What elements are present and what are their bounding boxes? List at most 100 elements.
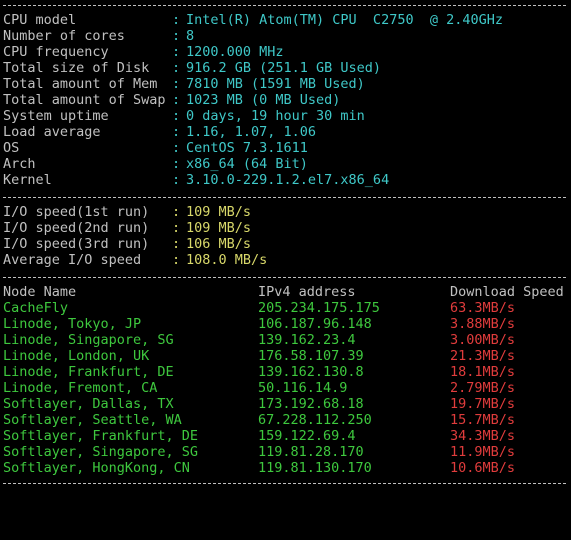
sysinfo-value: Intel(R) Atom(TM) CPU C2750 @ 2.40GHz: [186, 12, 503, 28]
separator-bottom: [3, 483, 566, 484]
table-row: Linode, London, UK 176.58.107.39 21.3MB/…: [0, 348, 515, 364]
sysinfo-row-swap: Total amount of Swap : 1023 MB (0 MB Use…: [0, 92, 340, 108]
node-name: Linode, Frankfurt, DE: [3, 364, 174, 380]
table-row: Linode, Tokyo, JP 106.187.96.148 3.88MB/…: [0, 316, 515, 332]
download-speed: 15.7MB/s: [450, 412, 516, 428]
node-name: Softlayer, Frankfurt, DE: [3, 428, 199, 444]
colon: :: [172, 108, 181, 124]
ip-address: 173.192.68.18: [258, 396, 364, 412]
sysinfo-row-os: OS : CentOS 7.3.1611: [0, 140, 308, 156]
io-row-3rd-run: I/O speed(3rd run) : 106 MB/s: [0, 236, 251, 252]
ip-address: 159.122.69.4: [258, 428, 356, 444]
download-speed: 2.79MB/s: [450, 380, 516, 396]
node-name: Softlayer, Singapore, SG: [3, 444, 199, 460]
node-name: Linode, Singapore, SG: [3, 332, 174, 348]
colon: :: [172, 172, 181, 188]
io-value: 106 MB/s: [186, 236, 252, 252]
colon: :: [172, 76, 181, 92]
io-row-1st-run: I/O speed(1st run) : 109 MB/s: [0, 204, 251, 220]
separator-top: [3, 5, 566, 6]
table-row: Linode, Fremont, CA 50.116.14.9 2.79MB/s: [0, 380, 515, 396]
column-header-node: Node Name: [3, 284, 77, 300]
io-row-2nd-run: I/O speed(2nd run) : 109 MB/s: [0, 220, 251, 236]
column-header-ip: IPv4 address: [258, 284, 356, 300]
colon: :: [172, 156, 181, 172]
ip-address: 106.187.96.148: [258, 316, 372, 332]
sysinfo-value: 0 days, 19 hour 30 min: [186, 108, 365, 124]
sysinfo-value: 8: [186, 28, 195, 44]
ip-address: 50.116.14.9: [258, 380, 348, 396]
separator-after-sysinfo: [3, 197, 566, 198]
ip-address: 176.58.107.39: [258, 348, 364, 364]
io-label: Average I/O speed: [3, 252, 142, 268]
colon: :: [172, 252, 181, 268]
node-name: Softlayer, Seattle, WA: [3, 412, 182, 428]
sysinfo-label: Total size of Disk: [3, 60, 150, 76]
ip-address: 139.162.23.4: [258, 332, 356, 348]
sysinfo-label: OS: [3, 140, 20, 156]
separator-after-io: [3, 277, 566, 278]
download-speed: 19.7MB/s: [450, 396, 516, 412]
ip-address: 67.228.112.250: [258, 412, 372, 428]
io-value: 109 MB/s: [186, 220, 252, 236]
column-header-speed: Download Speed: [450, 284, 564, 300]
sysinfo-value: CentOS 7.3.1611: [186, 140, 308, 156]
node-name: Linode, Tokyo, JP: [3, 316, 142, 332]
io-label: I/O speed(3rd run): [3, 236, 150, 252]
sysinfo-value: 1023 MB (0 MB Used): [186, 92, 341, 108]
node-name: Softlayer, HongKong, CN: [3, 460, 190, 476]
table-row: Softlayer, Frankfurt, DE 159.122.69.4 34…: [0, 428, 515, 444]
sysinfo-label: Total amount of Swap: [3, 92, 166, 108]
sysinfo-label: Total amount of Mem: [3, 76, 158, 92]
download-speed: 63.3MB/s: [450, 300, 516, 316]
ip-address: 119.81.28.170: [258, 444, 364, 460]
sysinfo-label: Kernel: [3, 172, 52, 188]
sysinfo-label: System uptime: [3, 108, 109, 124]
download-speed: 34.3MB/s: [450, 428, 516, 444]
io-label: I/O speed(1st run): [3, 204, 150, 220]
table-row: Linode, Singapore, SG 139.162.23.4 3.00M…: [0, 332, 515, 348]
sysinfo-row-mem: Total amount of Mem : 7810 MB (1591 MB U…: [0, 76, 365, 92]
download-speed: 3.00MB/s: [450, 332, 516, 348]
node-name: Softlayer, Dallas, TX: [3, 396, 174, 412]
node-name: Linode, Fremont, CA: [3, 380, 158, 396]
download-speed: 3.88MB/s: [450, 316, 516, 332]
io-value: 108.0 MB/s: [186, 252, 268, 268]
table-row: Softlayer, Dallas, TX 173.192.68.18 19.7…: [0, 396, 515, 412]
sysinfo-row-kernel: Kernel : 3.10.0-229.1.2.el7.x86_64: [0, 172, 389, 188]
sysinfo-value: 1200.000 MHz: [186, 44, 284, 60]
download-speed: 21.3MB/s: [450, 348, 516, 364]
table-row: Softlayer, Seattle, WA 67.228.112.250 15…: [0, 412, 515, 428]
sysinfo-value: 916.2 GB (251.1 GB Used): [186, 60, 382, 76]
ip-address: 139.162.130.8: [258, 364, 364, 380]
io-value: 109 MB/s: [186, 204, 252, 220]
terminal-window[interactable]: CPU model : Intel(R) Atom(TM) CPU C2750 …: [0, 0, 571, 489]
colon: :: [172, 124, 181, 140]
colon: :: [172, 140, 181, 156]
colon: :: [172, 28, 181, 44]
sysinfo-label: Number of cores: [3, 28, 125, 44]
colon: :: [172, 92, 181, 108]
download-speed: 11.9MB/s: [450, 444, 516, 460]
ip-address: 119.81.130.170: [258, 460, 372, 476]
sysinfo-row-cores: Number of cores : 8: [0, 28, 194, 44]
download-speed: 18.1MB/s: [450, 364, 516, 380]
sysinfo-row-disk: Total size of Disk : 916.2 GB (251.1 GB …: [0, 60, 381, 76]
node-name: Linode, London, UK: [3, 348, 150, 364]
colon: :: [172, 220, 181, 236]
sysinfo-label: Load average: [3, 124, 101, 140]
sysinfo-value: 7810 MB (1591 MB Used): [186, 76, 365, 92]
sysinfo-row-cpu-model: CPU model : Intel(R) Atom(TM) CPU C2750 …: [0, 12, 503, 28]
colon: :: [172, 236, 181, 252]
ip-address: 205.234.175.175: [258, 300, 380, 316]
table-row: Softlayer, HongKong, CN 119.81.130.170 1…: [0, 460, 515, 476]
sysinfo-value: 3.10.0-229.1.2.el7.x86_64: [186, 172, 390, 188]
io-label: I/O speed(2nd run): [3, 220, 150, 236]
colon: :: [172, 204, 181, 220]
sysinfo-row-load: Load average : 1.16, 1.07, 1.06: [0, 124, 316, 140]
download-speed: 10.6MB/s: [450, 460, 516, 476]
sysinfo-row-cpu-frequency: CPU frequency : 1200.000 MHz: [0, 44, 284, 60]
sysinfo-label: CPU frequency: [3, 44, 109, 60]
sysinfo-value: x86_64 (64 Bit): [186, 156, 308, 172]
table-row: Linode, Frankfurt, DE 139.162.130.8 18.1…: [0, 364, 515, 380]
